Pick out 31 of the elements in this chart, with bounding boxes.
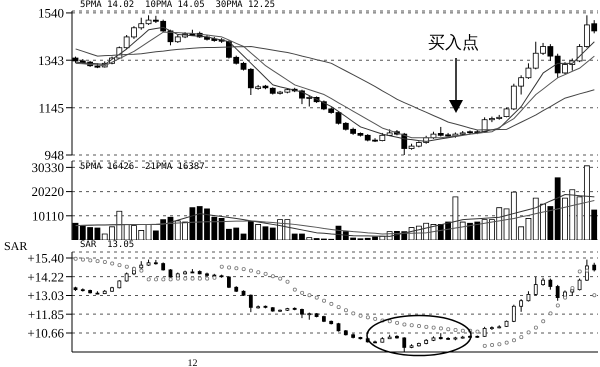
y-tick-label: 1145	[38, 100, 64, 116]
y-tick-label: 1540	[38, 6, 64, 21]
y-tick-label: 20220	[32, 184, 64, 200]
candlestick	[578, 278, 582, 291]
line-series	[75, 200, 595, 235]
annotation: 买入点	[428, 33, 479, 53]
text: 5PMA 14.02 10PMA 14.05 30PMA 12.25	[80, 0, 276, 10]
y-tick-label: +10.66	[27, 326, 64, 341]
candlestick	[482, 326, 487, 338]
annotation: 5PMA 16426 21PMA 16387	[80, 162, 205, 172]
candlestick	[526, 290, 530, 302]
candlestick	[227, 276, 231, 289]
candlestick	[248, 294, 253, 313]
candlestick	[556, 284, 560, 302]
candlestick	[168, 268, 172, 280]
y-tick-label: +14.22	[27, 269, 64, 284]
candlestick	[534, 276, 538, 296]
candlestick	[548, 278, 552, 290]
y-tick-label: 10110	[32, 208, 64, 224]
y-tick-label: 1343	[38, 52, 64, 68]
y-tick-label: +13.03	[27, 288, 64, 304]
candlestick	[300, 308, 304, 319]
y-tick-label: +11.85	[28, 306, 64, 322]
candlestick	[519, 298, 524, 312]
x-tick-label: 12	[188, 358, 198, 367]
y-tick-label: 30330	[32, 160, 64, 176]
y-tick-label: +15.40	[27, 250, 64, 266]
candlestick	[512, 304, 516, 323]
y-tick-label: 948	[44, 148, 64, 163]
y-axis-title: SAR	[4, 239, 28, 253]
text: SAR 13.05	[80, 240, 134, 250]
